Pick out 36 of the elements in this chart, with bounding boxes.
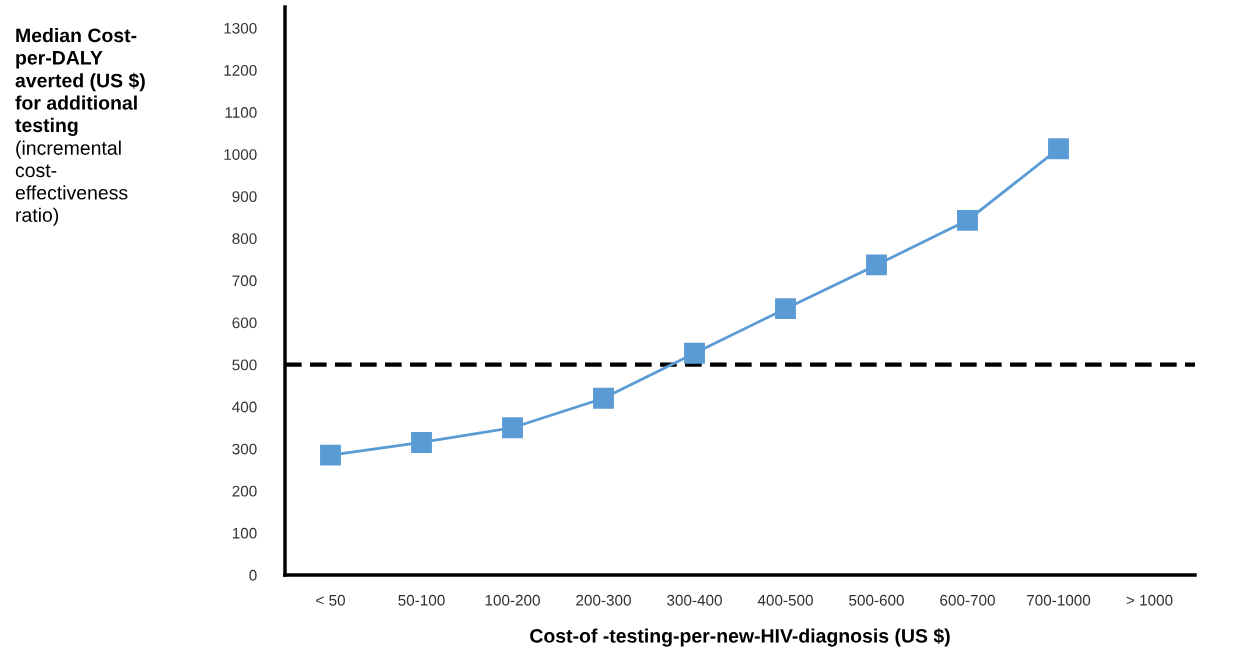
y-tick-label: 800 (232, 233, 257, 245)
x-tick-label: 50-100 (398, 594, 445, 606)
point (320, 444, 341, 466)
point (411, 432, 432, 453)
x-tick-label: 500-600 (849, 594, 904, 606)
point (593, 387, 614, 409)
x-tick-label: 700-1000 (1027, 594, 1091, 606)
y-tick-label: 500 (232, 359, 257, 371)
x-tick-label: 200-300 (576, 594, 631, 606)
y-axis-title: Median Cost-per-DALY averted (US $) for additional testing (15, 28, 145, 137)
y-tick-label: 700 (232, 275, 257, 287)
y-tick-label: 400 (232, 401, 257, 413)
y-tick-label: 1300 (224, 22, 257, 34)
point (502, 417, 523, 439)
x-tick-label: 400-500 (757, 594, 813, 606)
point (866, 254, 887, 276)
point (957, 209, 978, 231)
x-axis-title: Cost-of -testing-per-new-HIV-diagnosis (US $) (530, 628, 950, 647)
point (775, 298, 796, 320)
y-tick-label: 200 (232, 485, 257, 497)
x-tick-label: 600-700 (940, 594, 995, 606)
y-tick-label: 1200 (224, 64, 257, 76)
y-tick-label: 0 (249, 569, 257, 581)
x-tick-label: < 50 (316, 594, 345, 606)
y-tick-label: 600 (232, 317, 257, 329)
point (1048, 138, 1069, 160)
y-tick-label: 300 (232, 443, 257, 455)
y-tick-label: 100 (232, 527, 257, 539)
text: (incremental cost-effectiveness ratio) (15, 140, 128, 226)
y-tick-label: 900 (232, 191, 257, 203)
x-tick-label: 300-400 (667, 594, 722, 606)
y-tick-label: 1000 (224, 149, 257, 160)
x-tick-label: 100-200 (485, 594, 540, 606)
y-tick-label: 1100 (225, 107, 257, 118)
x-tick-label: > 1000 (1126, 594, 1173, 606)
point (684, 342, 705, 364)
